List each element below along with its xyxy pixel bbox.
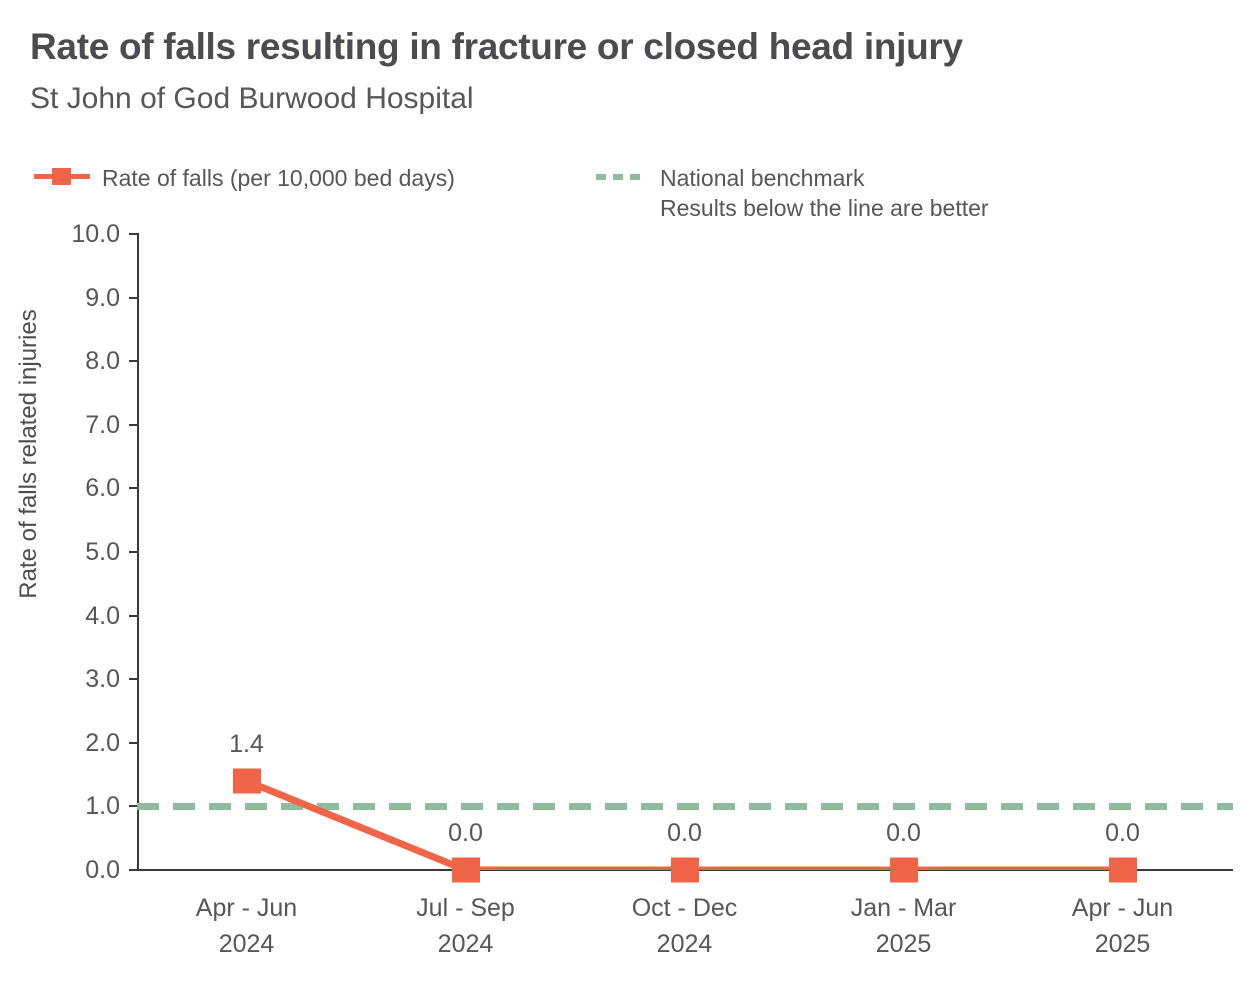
x-axis-label-period: Apr - Jun: [1071, 894, 1174, 922]
legend-item-national-benchmark[interactable]: National benchmark Results below the lin…: [592, 163, 989, 223]
y-axis-tick: [129, 869, 138, 871]
y-axis-title: Rate of falls related injuries: [15, 309, 42, 599]
y-axis-tick-label: 5.0: [85, 538, 120, 566]
y-axis-tick: [129, 360, 138, 363]
y-axis-tick: [129, 551, 138, 553]
y-axis-tick-label: 10.0: [71, 220, 120, 248]
y-axis-tick-label: 6.0: [85, 474, 120, 503]
y-axis-tick: [129, 678, 138, 681]
x-axis-label-year: 2024: [656, 930, 713, 958]
data-point-marker[interactable]: [1108, 857, 1137, 883]
x-axis-tick-label: Apr - Jun 2024: [196, 890, 297, 962]
x-axis-label-year: 2024: [218, 930, 275, 958]
legend-benchmark-text-group: National benchmark Results below the lin…: [660, 163, 989, 223]
y-axis-tick-label: 3.0: [85, 665, 120, 694]
y-axis-tick: [129, 487, 138, 490]
legend-item-rate-of-falls[interactable]: Rate of falls (per 10,000 bed days): [34, 163, 455, 193]
x-axis-tick-label: Oct - Dec 2024: [632, 890, 738, 962]
x-axis-label-period: Apr - Jun: [195, 894, 298, 922]
legend-label-national-benchmark: National benchmark: [660, 165, 865, 191]
data-point-label: 0.0: [1105, 819, 1140, 847]
y-axis-tick-label: 0.0: [85, 856, 120, 884]
y-axis-tick: [129, 741, 138, 744]
y-axis-tick-label: 4.0: [85, 601, 120, 630]
line-marker-icon: [34, 163, 90, 189]
x-axis-label-year: 2025: [875, 930, 932, 958]
rate-of-falls-line: [245, 777, 1123, 870]
y-axis-tick-label: 9.0: [85, 283, 120, 312]
y-axis-tick: [129, 233, 138, 235]
data-point-label: 0.0: [448, 819, 483, 847]
x-axis-tick-label: Jul - Sep 2024: [416, 890, 515, 962]
y-axis-line: [137, 233, 139, 871]
national-benchmark-line: [137, 803, 1233, 811]
y-axis-tick-label: 7.0: [85, 410, 120, 439]
y-axis-tick: [129, 614, 138, 617]
y-axis-tick: [129, 423, 138, 426]
data-point-marker[interactable]: [451, 857, 480, 883]
y-axis-tick: [129, 805, 138, 808]
legend-sublabel-benchmark-note: Results below the line are better: [660, 195, 989, 221]
x-axis-label-year: 2025: [1094, 930, 1151, 958]
data-point-marker[interactable]: [232, 768, 261, 794]
x-axis-tick-label: Jan - Mar 2025: [851, 890, 957, 962]
y-axis-tick-label: 8.0: [85, 347, 120, 376]
y-axis-tick-label: 1.0: [85, 792, 120, 821]
data-point-label: 0.0: [886, 819, 921, 847]
x-axis-label-period: Jan - Mar: [850, 894, 957, 922]
page-subtitle: St John of God Burwood Hospital: [30, 82, 474, 115]
plot-area: 1.4 0.0 0.0 0.0 0.0: [137, 234, 1233, 883]
data-point-label: 0.0: [667, 819, 702, 847]
data-point-marker[interactable]: [889, 857, 918, 883]
legend-label-rate-of-falls: Rate of falls (per 10,000 bed days): [102, 165, 455, 191]
data-point-label: 1.4: [229, 729, 264, 758]
y-axis-tick: [129, 296, 138, 299]
x-axis-label-year: 2024: [437, 930, 494, 958]
page-title: Rate of falls resulting in fracture or c…: [30, 26, 963, 67]
y-axis-tick-label: 2.0: [85, 728, 120, 757]
dashed-line-icon: [592, 163, 648, 189]
data-point-marker[interactable]: [670, 857, 699, 883]
x-axis-tick-label: Apr - Jun 2025: [1072, 890, 1173, 962]
x-axis-label-period: Jul - Sep: [416, 894, 515, 922]
x-axis-label-period: Oct - Dec: [631, 894, 738, 922]
